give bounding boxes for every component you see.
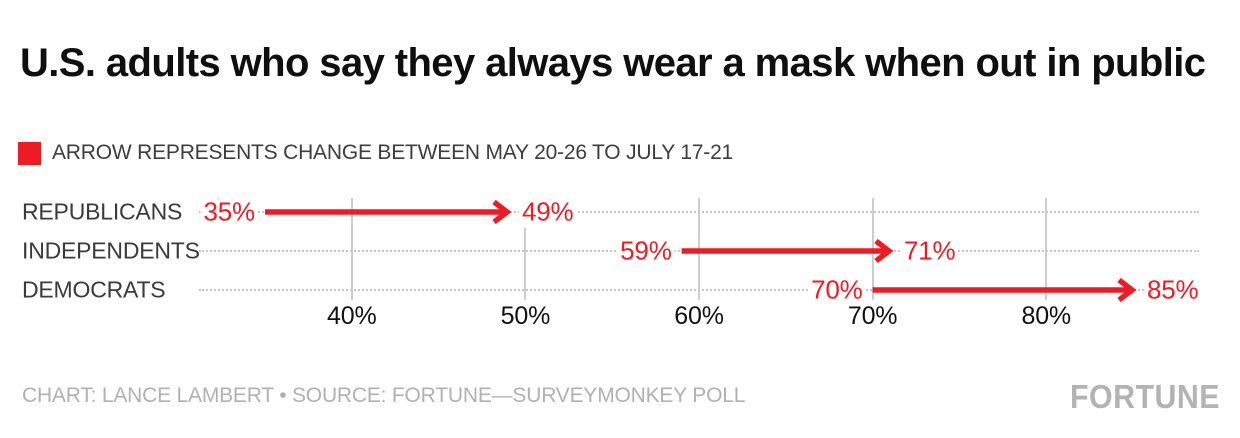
footer-credit: CHART: LANCE LAMBERT • SOURCE: FORTUNE—S…	[22, 384, 746, 407]
legend: ARROW REPRESENTS CHANGE BETWEEN MAY 20-2…	[18, 141, 733, 165]
start-value-label: 35%	[200, 196, 258, 228]
axis-tick-label: 60%	[674, 302, 724, 330]
arrow-head-icon	[874, 238, 894, 264]
legend-label: ARROW REPRESENTS CHANGE BETWEEN MAY 20-2…	[52, 141, 734, 164]
fortune-logo: FORTUNE	[1070, 378, 1220, 415]
axis-tick-label: 50%	[500, 302, 551, 330]
gridline-80	[1045, 198, 1048, 300]
row-guide	[199, 211, 1199, 213]
axis-tick-label: 40%	[327, 302, 377, 330]
gridline-50	[524, 198, 527, 300]
category-label-democrats: DEMOCRATS	[22, 276, 166, 303]
chart-title: U.S. adults who say they always wear a m…	[20, 40, 1206, 85]
gridline-40	[350, 198, 353, 300]
change-arrows	[264, 199, 1137, 303]
category-label-republicans: REPUBLICANS	[22, 198, 183, 225]
start-value-label: 59%	[617, 235, 675, 267]
axis-tick-label: 80%	[1021, 302, 1072, 330]
start-value-label: 70%	[808, 274, 866, 306]
row-guide	[199, 289, 1199, 291]
arrow-head-icon	[492, 199, 512, 225]
arrow-head-icon	[1117, 277, 1137, 303]
end-value-label: 71%	[900, 235, 959, 267]
axis-tick-label: 70%	[847, 302, 898, 330]
end-value-label: 85%	[1144, 274, 1202, 306]
plot-area: 40% 50% 60% 70% 80% 35% 49% 59% 71% 70% 85%	[199, 190, 1202, 340]
category-label-independents: INDEPENDENTS	[22, 237, 200, 264]
end-value-label: 49%	[519, 196, 577, 228]
legend-swatch-icon	[18, 141, 41, 165]
